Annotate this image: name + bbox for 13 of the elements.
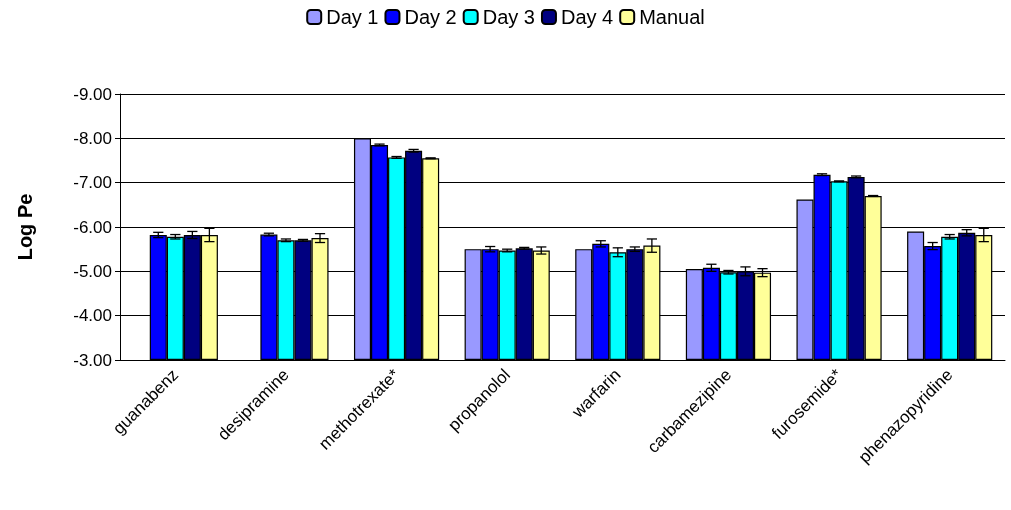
legend-label: Day 2 — [404, 6, 457, 28]
legend-label: Day 1 — [326, 6, 379, 28]
y-axis-title: Log Pe — [14, 193, 36, 261]
y-tick-label: -9.00 — [73, 84, 112, 104]
y-tick-label: -8.00 — [73, 128, 112, 148]
y-tick-label: -7.00 — [73, 173, 112, 193]
y-tick-label: -4.00 — [73, 306, 112, 326]
legend-label: Manual — [639, 6, 705, 28]
legend-label: Day 3 — [482, 6, 535, 28]
y-tick-label: -3.00 — [73, 350, 112, 370]
y-tick-label: -6.00 — [73, 217, 112, 237]
y-tick-label: -5.00 — [73, 261, 112, 281]
legend-label: Day 4 — [560, 6, 614, 28]
